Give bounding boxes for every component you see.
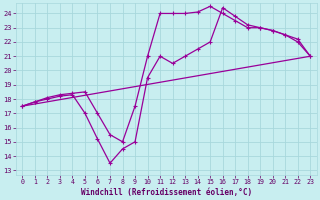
X-axis label: Windchill (Refroidissement éolien,°C): Windchill (Refroidissement éolien,°C): [81, 188, 252, 197]
